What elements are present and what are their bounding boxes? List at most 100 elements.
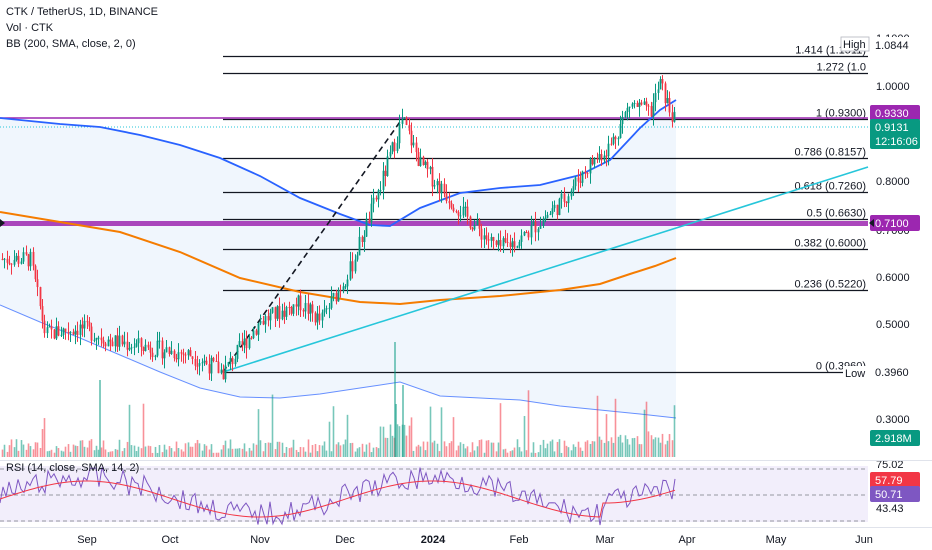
candle-body	[542, 218, 545, 226]
volume-bar	[130, 445, 133, 457]
candle-body	[8, 262, 11, 264]
candle-body	[314, 312, 317, 323]
candle-body	[339, 290, 342, 292]
volume-bar	[330, 451, 333, 457]
candle-body	[281, 310, 284, 320]
volume-bar	[342, 444, 345, 457]
volume-bar	[41, 429, 44, 457]
volume-bar	[361, 443, 364, 457]
volume-bar	[464, 448, 467, 457]
candle-body	[654, 92, 657, 103]
high-value-badge-bg	[870, 37, 920, 53]
volume-bar	[332, 406, 335, 457]
volume-bar	[589, 443, 592, 457]
candle-body	[574, 177, 577, 187]
volume-bar	[509, 451, 512, 457]
volume-bar	[365, 444, 368, 457]
candle-body	[495, 241, 498, 245]
volume-bar	[586, 440, 589, 457]
volume-bar	[351, 442, 354, 457]
price-tick-label: 0.5000	[876, 319, 910, 331]
resistance-low-badge-bg	[870, 215, 920, 231]
volume-bar	[636, 436, 639, 457]
volume-bar	[95, 445, 98, 457]
candle-body	[262, 320, 265, 325]
candle-body	[671, 112, 674, 122]
volume-bar	[10, 439, 13, 457]
candle-body	[29, 251, 32, 267]
rsi-legend[interactable]: RSI (14, close, SMA, 14, 2)	[6, 462, 139, 474]
high-tag-bg	[840, 36, 870, 52]
volume-bar	[377, 448, 380, 457]
candle-body	[25, 252, 28, 255]
volume-bar	[612, 442, 615, 457]
candle-body	[252, 330, 255, 339]
rsi-title: RSI (14, close, SMA, 14, 2)	[6, 462, 140, 474]
volume-bar	[6, 451, 9, 457]
volume-bar	[241, 448, 244, 457]
bb-legend[interactable]: BB (200, SMA, close, 2, 0)	[6, 38, 136, 50]
volume-legend[interactable]: Vol · CTK	[6, 22, 53, 34]
candle-body	[581, 171, 584, 183]
candle-body	[490, 237, 493, 241]
candle-body	[123, 341, 126, 345]
countdown-badge: 12:16:06	[875, 136, 918, 148]
volume-bar	[539, 444, 542, 457]
volume-bar	[133, 445, 136, 457]
volume-bar	[135, 451, 138, 457]
volume-bar	[257, 409, 260, 457]
candle-body	[116, 335, 119, 347]
candle-body	[560, 193, 563, 199]
candle-body	[201, 362, 204, 364]
volume-bar	[269, 442, 272, 457]
impulse-move-line	[222, 118, 403, 373]
volume-bar	[76, 446, 79, 457]
volume-bar	[250, 450, 253, 457]
candle-body	[638, 102, 641, 107]
volume-bar	[560, 452, 563, 457]
candle-body	[516, 246, 519, 248]
candle-body	[271, 307, 274, 313]
volume-bar	[457, 445, 460, 457]
volume-bar	[264, 443, 267, 457]
volume-bar	[415, 446, 418, 457]
volume-bar	[469, 452, 472, 457]
volume-bar	[102, 440, 105, 457]
candle-body	[267, 316, 270, 321]
candle-body	[34, 265, 37, 280]
volume-bar	[203, 444, 206, 457]
volume-bar	[574, 446, 577, 457]
rsi-value-badge-bg	[870, 472, 920, 488]
candle-body	[10, 263, 13, 265]
bb-title: BB (200, SMA, close, 2, 0)	[6, 38, 136, 50]
volume-bar	[144, 446, 147, 457]
volume-bar	[109, 451, 112, 457]
price-tick-label: 0.3000	[876, 414, 910, 426]
volume-bar	[39, 447, 42, 457]
symbol-legend[interactable]: CTK / TetherUS, 1D, BINANCE	[6, 6, 158, 18]
volume-bar	[205, 445, 208, 457]
candle-body	[111, 341, 114, 347]
volume-bar	[638, 444, 641, 457]
volume-bar	[664, 444, 667, 457]
time-axis-label: Nov	[250, 534, 270, 546]
candle-body	[1, 258, 4, 260]
volume-bar	[67, 444, 70, 457]
volume-bar	[267, 442, 270, 457]
time-axis-label: Feb	[510, 534, 529, 546]
candle-body	[513, 241, 516, 248]
volume-bar	[290, 447, 293, 457]
volume-bar	[15, 439, 18, 457]
candle-body	[633, 102, 636, 104]
candle-body	[612, 136, 615, 144]
candle-body	[309, 304, 312, 314]
volume-group	[1, 342, 676, 457]
volume-bar	[259, 440, 262, 457]
candle-body	[438, 181, 441, 194]
volume-bar	[126, 441, 129, 457]
candle-body	[182, 353, 185, 355]
candle-body	[492, 237, 495, 242]
candle-body	[198, 363, 201, 366]
